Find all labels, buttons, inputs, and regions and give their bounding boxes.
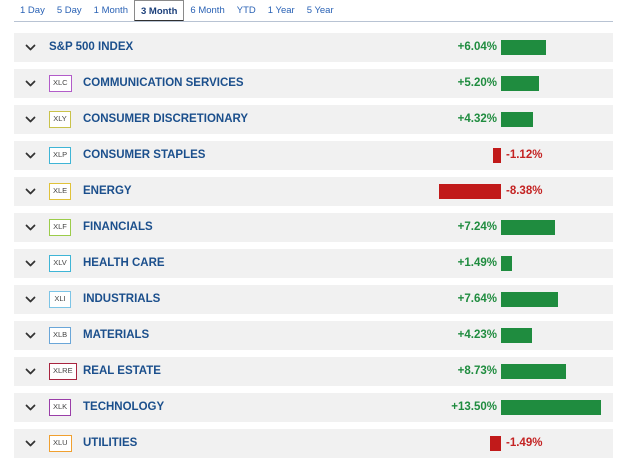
sector-name-link[interactable]: UTILITIES — [83, 437, 138, 449]
chevron-down-icon[interactable] — [25, 150, 36, 161]
percent-change: +6.04% — [457, 41, 497, 53]
percent-change: +7.64% — [457, 293, 497, 305]
sector-name-link[interactable]: ENERGY — [83, 185, 132, 197]
tab-1-day[interactable]: 1 Day — [20, 5, 45, 16]
chevron-down-icon[interactable] — [25, 222, 36, 233]
sector-name-link[interactable]: COMMUNICATION SERVICES — [83, 77, 244, 89]
sector-row[interactable]: XLI INDUSTRIALS +7.64% — [14, 285, 613, 314]
ticker-badge: XLE — [49, 183, 72, 200]
sector-row[interactable]: XLRE REAL ESTATE +8.73% — [14, 357, 613, 386]
sector-name-link[interactable]: S&P 500 INDEX — [49, 41, 134, 53]
sector-row[interactable]: S&P 500 INDEX +6.04% — [14, 33, 613, 62]
tab-5-year[interactable]: 5 Year — [306, 5, 334, 16]
percent-change: +4.23% — [457, 329, 497, 341]
percent-change: +8.73% — [457, 365, 497, 377]
chevron-down-icon[interactable] — [25, 42, 36, 53]
sector-row[interactable]: XLY CONSUMER DISCRETIONARY +4.32% — [14, 105, 613, 134]
performance-bar-positive — [501, 292, 558, 307]
percent-change: -1.49% — [506, 437, 543, 449]
percent-change: -1.12% — [506, 149, 543, 161]
chevron-down-icon[interactable] — [25, 402, 36, 413]
ticker-badge: XLV — [49, 255, 71, 272]
chevron-down-icon[interactable] — [25, 294, 36, 305]
performance-bar-positive — [501, 40, 546, 55]
performance-bar-positive — [501, 400, 601, 415]
chevron-down-icon[interactable] — [25, 438, 36, 449]
ticker-badge: XLK — [49, 399, 72, 416]
sector-name-link[interactable]: INDUSTRIALS — [83, 293, 161, 305]
performance-bar-positive — [501, 76, 540, 91]
chevron-down-icon[interactable] — [25, 114, 36, 125]
tabs-divider — [14, 21, 613, 22]
sector-row[interactable]: XLC COMMUNICATION SERVICES +5.20% — [14, 69, 613, 98]
sector-row[interactable]: XLE ENERGY -8.38% — [14, 177, 613, 206]
sector-name-link[interactable]: TECHNOLOGY — [83, 401, 165, 413]
chevron-down-icon[interactable] — [25, 330, 36, 341]
ticker-badge: XLU — [49, 435, 72, 452]
percent-change: +4.32% — [457, 113, 497, 125]
percent-change: +13.50% — [451, 401, 497, 413]
sector-row[interactable]: XLU UTILITIES -1.49% — [14, 429, 613, 458]
chevron-down-icon[interactable] — [25, 186, 36, 197]
performance-bar-positive — [501, 220, 555, 235]
ticker-badge: XLB — [49, 327, 72, 344]
percent-change: +1.49% — [457, 257, 497, 269]
time-range-tabs: 1 Day 5 Day 1 Month 3 Month 6 Month YTD 1 Year… — [14, 0, 340, 22]
ticker-badge: XLY — [49, 111, 71, 128]
chevron-down-icon[interactable] — [25, 78, 36, 89]
tab-1-month[interactable]: 1 Month — [93, 5, 128, 16]
ticker-badge: XLF — [49, 219, 71, 236]
sector-row[interactable]: XLV HEALTH CARE +1.49% — [14, 249, 613, 278]
sector-row[interactable]: XLF FINANCIALS +7.24% — [14, 213, 613, 242]
sector-name-link[interactable]: CONSUMER STAPLES — [83, 149, 206, 161]
percent-change: -8.38% — [506, 185, 543, 197]
ticker-badge: XLRE — [49, 363, 77, 380]
performance-bar-negative — [438, 184, 501, 199]
performance-bar-positive — [501, 328, 533, 343]
performance-bar-positive — [501, 256, 513, 271]
percent-change: +7.24% — [457, 221, 497, 233]
sector-name-link[interactable]: HEALTH CARE — [83, 257, 165, 269]
performance-bar-positive — [501, 112, 533, 127]
ticker-badge: XLC — [49, 75, 72, 92]
sector-name-link[interactable]: CONSUMER DISCRETIONARY — [83, 113, 249, 125]
tab-3-month[interactable]: 3 Month — [133, 0, 185, 22]
performance-bar-negative — [489, 436, 501, 451]
percent-change: +5.20% — [457, 77, 497, 89]
sector-row[interactable]: XLB MATERIALS +4.23% — [14, 321, 613, 350]
sector-row[interactable]: XLK TECHNOLOGY +13.50% — [14, 393, 613, 422]
chevron-down-icon[interactable] — [25, 366, 36, 377]
tab-1-year[interactable]: 1 Year — [267, 5, 295, 16]
sector-name-link[interactable]: FINANCIALS — [83, 221, 153, 233]
sector-row[interactable]: XLP CONSUMER STAPLES -1.12% — [14, 141, 613, 170]
sector-name-link[interactable]: REAL ESTATE — [83, 365, 161, 377]
performance-bar-positive — [501, 364, 566, 379]
tab-6-month[interactable]: 6 Month — [190, 5, 225, 16]
sector-name-link[interactable]: MATERIALS — [83, 329, 150, 341]
ticker-badge: XLP — [49, 147, 72, 164]
tab-ytd[interactable]: YTD — [236, 5, 256, 16]
performance-bar-negative — [492, 148, 501, 163]
tab-5-day[interactable]: 5 Day — [56, 5, 82, 16]
ticker-badge: XLI — [49, 291, 71, 308]
chevron-down-icon[interactable] — [25, 258, 36, 269]
